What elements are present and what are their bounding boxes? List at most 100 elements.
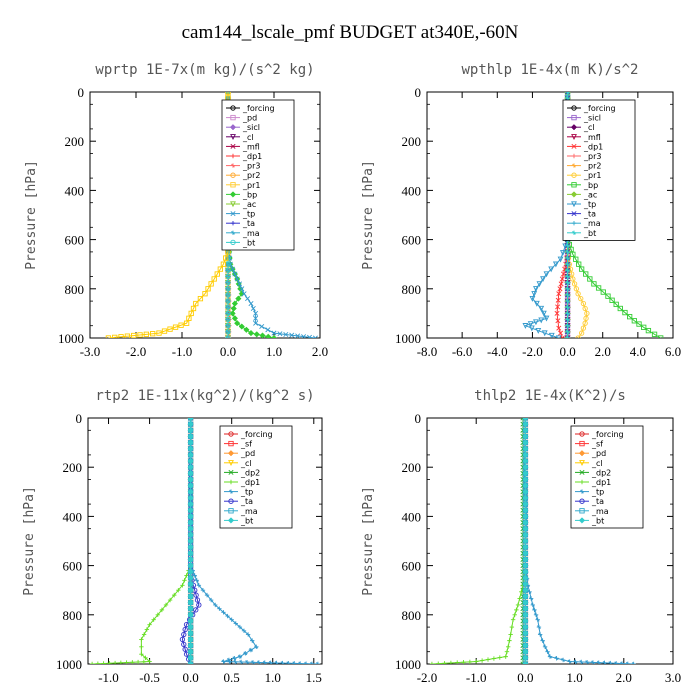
data-point <box>530 602 535 608</box>
legend-marker <box>228 460 234 467</box>
x-tick-label: 1.0 <box>266 344 282 359</box>
data-point <box>187 507 194 514</box>
data-point <box>178 322 184 328</box>
legend-marker <box>578 450 586 457</box>
legend: _forcing_sicl_cl_mfl_dp1_pr3_pr2_pr1_bp_… <box>562 99 636 241</box>
legend-label: _pd <box>240 449 255 458</box>
data-point <box>172 592 177 598</box>
x-tick-label: 1.0 <box>566 670 582 685</box>
data-point <box>617 305 623 312</box>
data-point <box>528 596 534 601</box>
data-point <box>118 334 124 338</box>
data-point <box>522 580 529 588</box>
data-point <box>545 649 550 654</box>
plot-frame <box>426 91 674 339</box>
data-point <box>590 660 596 664</box>
data-point <box>187 445 194 452</box>
series-group <box>429 418 636 664</box>
legend-label: _ta <box>583 210 596 219</box>
data-point <box>182 646 188 652</box>
data-point <box>565 274 570 279</box>
legend-marker <box>230 114 236 121</box>
data-point <box>600 289 606 295</box>
legend-marker <box>228 431 234 437</box>
y-axis-label: Pressure [hPa] <box>361 486 376 596</box>
data-point <box>587 276 593 282</box>
data-point <box>183 320 190 326</box>
data-point <box>573 286 580 292</box>
data-point <box>107 661 112 664</box>
data-point <box>250 638 255 643</box>
legend-marker <box>571 182 577 188</box>
data-point <box>225 335 231 338</box>
data-point <box>232 271 238 277</box>
data-point <box>575 291 581 297</box>
data-point <box>213 602 218 608</box>
data-point <box>535 617 540 622</box>
legend-label: _pd <box>242 114 257 123</box>
data-point <box>231 315 239 322</box>
data-point <box>522 531 529 539</box>
data-point <box>540 638 545 643</box>
y-tick-label: 600 <box>402 233 422 248</box>
y-tick-label: 800 <box>402 608 422 623</box>
data-point <box>187 519 194 526</box>
data-point <box>200 588 206 593</box>
legend-marker <box>571 153 577 159</box>
legend-marker <box>571 105 577 111</box>
legend-marker <box>228 440 234 447</box>
data-point <box>217 266 223 272</box>
data-point <box>230 266 236 272</box>
data-point <box>230 305 237 312</box>
data-point <box>559 276 565 282</box>
legend-marker <box>228 479 234 485</box>
legend-marker <box>579 460 585 467</box>
data-point <box>143 331 149 337</box>
data-point <box>555 318 561 324</box>
data-point <box>575 335 581 338</box>
data-point <box>144 627 150 632</box>
data-point <box>548 332 555 338</box>
data-point <box>651 331 658 337</box>
data-point <box>568 246 574 253</box>
x-tick-label: -0.5 <box>139 670 160 685</box>
legend-label: _forcing <box>591 430 624 439</box>
y-tick-label: 0 <box>415 85 422 100</box>
y-tick-label: 1000 <box>395 657 421 672</box>
legend-label: _ac <box>583 190 597 199</box>
data-point <box>232 656 237 661</box>
data-point <box>194 578 199 583</box>
legend-label: _pr1 <box>242 181 260 190</box>
data-point <box>554 656 559 661</box>
data-point <box>573 256 579 262</box>
legend-marker <box>228 469 234 475</box>
data-point <box>187 630 194 637</box>
data-point <box>181 631 187 638</box>
data-point <box>187 537 194 545</box>
data-point <box>658 335 664 338</box>
data-point <box>522 420 529 428</box>
legend-label: _pd <box>591 449 606 458</box>
data-point <box>225 304 231 310</box>
y-tick-label: 800 <box>63 608 83 623</box>
legend-marker <box>571 230 577 235</box>
data-point <box>556 291 562 297</box>
legend-label: _bt <box>591 516 604 525</box>
data-point <box>208 281 214 287</box>
data-point <box>552 261 559 268</box>
data-point <box>565 255 570 261</box>
data-point <box>238 659 244 664</box>
data-point <box>187 599 194 606</box>
data-point <box>565 329 570 335</box>
y-tick-label: 800 <box>402 282 422 297</box>
data-point <box>540 276 546 283</box>
data-point <box>187 660 194 664</box>
y-tick-label: 400 <box>63 509 83 524</box>
data-point <box>245 632 251 637</box>
data-point <box>259 332 266 338</box>
data-point <box>187 580 194 588</box>
data-point <box>274 660 279 664</box>
data-point <box>565 286 570 291</box>
legend-marker <box>230 172 236 178</box>
data-point <box>301 334 307 338</box>
